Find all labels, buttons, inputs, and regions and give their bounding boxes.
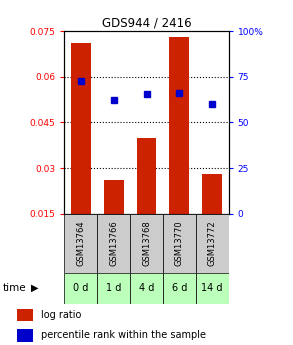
Text: 0 d: 0 d	[73, 283, 88, 293]
Bar	[130, 273, 163, 304]
Title: GDS944 / 2416: GDS944 / 2416	[102, 17, 191, 30]
Bar	[17, 329, 33, 342]
Text: 1 d: 1 d	[106, 283, 121, 293]
Text: GSM13766: GSM13766	[109, 220, 118, 266]
Bar	[97, 273, 130, 304]
Text: percentile rank within the sample: percentile rank within the sample	[41, 331, 206, 341]
Bar	[196, 214, 229, 273]
Bar	[163, 273, 196, 304]
Text: GSM13764: GSM13764	[76, 220, 85, 266]
Text: 4 d: 4 d	[139, 283, 154, 293]
Text: GSM13772: GSM13772	[208, 220, 217, 266]
Bar	[64, 273, 97, 304]
Text: time: time	[3, 283, 27, 293]
Bar	[64, 214, 97, 273]
Text: GSM13770: GSM13770	[175, 220, 184, 266]
Text: GSM13768: GSM13768	[142, 220, 151, 266]
Bar	[97, 214, 130, 273]
Text: 6 d: 6 d	[172, 283, 187, 293]
Bar	[17, 308, 33, 321]
Text: ▶: ▶	[31, 283, 39, 293]
Bar	[196, 273, 229, 304]
Text: log ratio: log ratio	[41, 310, 82, 320]
Bar	[130, 214, 163, 273]
Bar	[104, 180, 124, 214]
Bar	[169, 37, 189, 214]
Bar	[71, 43, 91, 214]
Bar	[137, 138, 156, 214]
Bar	[163, 214, 196, 273]
Text: 14 d: 14 d	[201, 283, 223, 293]
Bar	[202, 174, 222, 214]
